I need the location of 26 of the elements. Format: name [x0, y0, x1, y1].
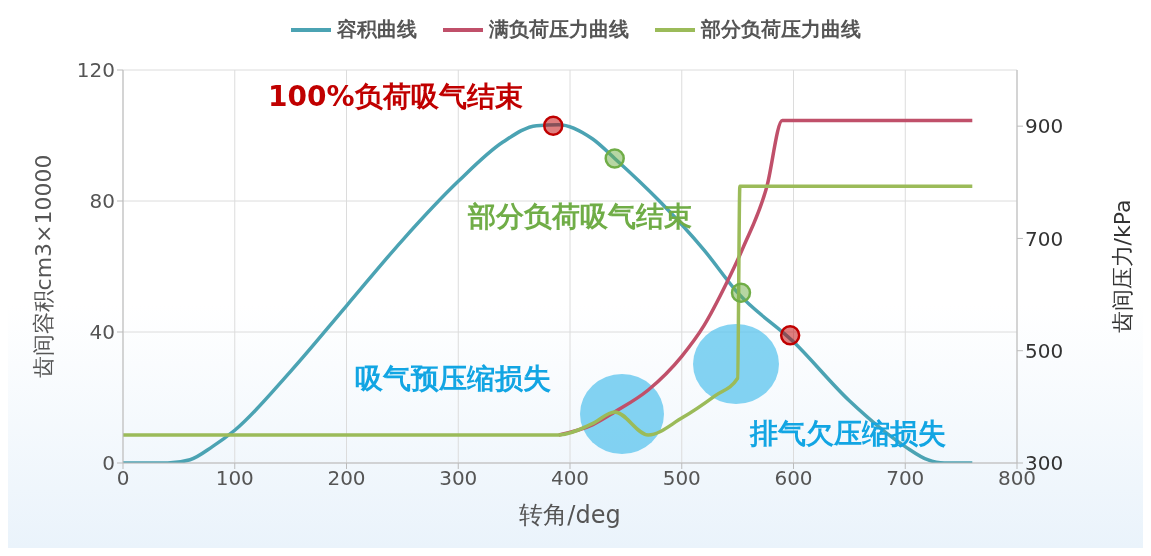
- point: [730, 282, 752, 303]
- x-tick-label: 600: [774, 466, 813, 491]
- y2-tick-label: 500: [1025, 338, 1064, 363]
- x-tick-label: 300: [439, 466, 478, 491]
- x-tick-label: 200: [327, 466, 366, 491]
- y2-tick-label: 900: [1025, 114, 1064, 139]
- point: [604, 148, 625, 169]
- x-tick-label: 700: [886, 466, 925, 491]
- y2-tick-label: 700: [1025, 226, 1064, 251]
- x-axis-title: 转角/deg: [519, 501, 621, 529]
- legend-label: 容积曲线: [336, 16, 417, 43]
- annotation: 100%负荷吸气结束: [268, 79, 523, 115]
- point: [779, 325, 801, 346]
- y-tick-label: 40: [89, 320, 115, 345]
- y-tick-label: 120: [76, 58, 115, 83]
- x-tick-label: 500: [662, 466, 701, 491]
- legend-label: 部分负荷压力曲线: [700, 16, 861, 43]
- legend-label: 满负荷压力曲线: [488, 16, 629, 43]
- annotation: 排气欠压缩损失: [750, 416, 946, 452]
- annotation: 吸气预压缩损失: [355, 361, 551, 397]
- x-tick-label: 100: [215, 466, 254, 491]
- y-tick-label: 80: [89, 189, 115, 214]
- y2-axis-title: 齿间压力/kPa: [1109, 199, 1135, 334]
- y-axis-title: 齿间容积cm3×10000: [30, 154, 56, 379]
- x-tick-label: 400: [550, 466, 590, 491]
- point: [542, 115, 564, 136]
